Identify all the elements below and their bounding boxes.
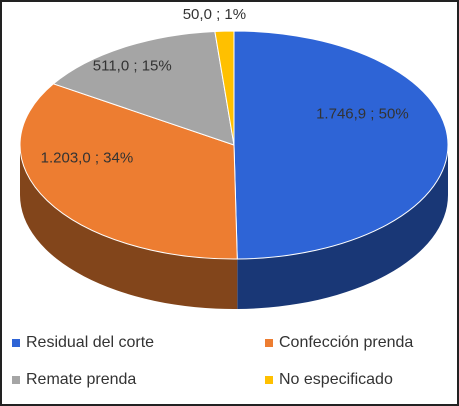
legend-swatch bbox=[12, 376, 20, 384]
data-label: 511,0 ; 15% bbox=[93, 58, 172, 75]
data-label: 1.203,0 ; 34% bbox=[41, 149, 134, 166]
legend-swatch bbox=[12, 339, 20, 347]
slice bbox=[52, 30, 235, 146]
slice-side bbox=[20, 145, 238, 310]
data-label: 50,0 ; 1% bbox=[183, 6, 246, 23]
slice bbox=[214, 30, 235, 146]
legend-swatch bbox=[265, 339, 273, 347]
legend-swatch bbox=[265, 376, 273, 384]
legend-label: Remate prenda bbox=[26, 371, 136, 388]
legend-label: Confección prenda bbox=[279, 334, 413, 351]
data-label: 1.746,9 ; 50% bbox=[316, 105, 409, 122]
slice bbox=[19, 83, 238, 260]
slice bbox=[233, 30, 449, 260]
legend-label: No especificado bbox=[279, 371, 393, 388]
slice-side bbox=[237, 145, 448, 309]
legend-label: Residual del corte bbox=[26, 334, 154, 351]
